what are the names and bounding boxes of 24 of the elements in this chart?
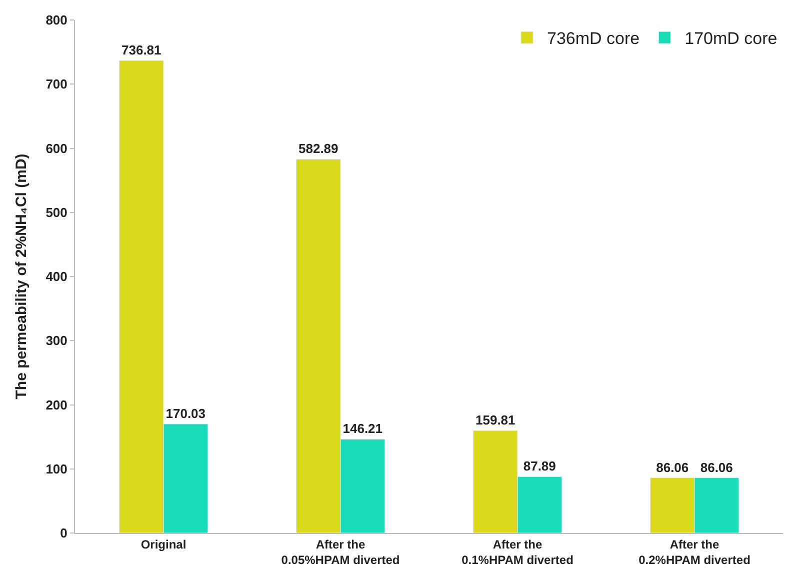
y-tick-label: 0 [60,526,68,541]
data-label: 146.21 [342,421,383,436]
data-label: 582.89 [298,141,338,156]
y-tick-label: 100 [46,461,68,476]
data-label: 86.06 [656,460,689,475]
y-tick-label: 800 [46,12,68,28]
data-label: 736.81 [121,42,162,58]
x-tick-label: After the 0.2%HPAM diverted [638,537,750,567]
data-label: 159.81 [475,412,516,428]
y-tick-label: 600 [46,140,68,156]
y-tick-label: 700 [46,76,68,92]
y-tick-label: 300 [46,333,68,348]
legend-label: 736mD core [547,29,640,48]
x-tick-label: Original [140,537,186,552]
data-label: 170.03 [166,406,206,421]
legend-label: 170mD core [684,29,778,48]
x-tick-label: After the 0.1%HPAM diverted [462,537,574,567]
y-tick-label: 500 [46,204,68,220]
y-axis-title: The permeability of 2%NH₄Cl (mD) [12,154,30,400]
x-tick-label: After the 0.05%HPAM diverted [281,537,400,567]
y-tick-label: 400 [46,269,68,284]
y-tick-label: 200 [46,397,68,412]
data-label: 86.06 [700,460,733,475]
data-label: 87.89 [523,458,556,474]
